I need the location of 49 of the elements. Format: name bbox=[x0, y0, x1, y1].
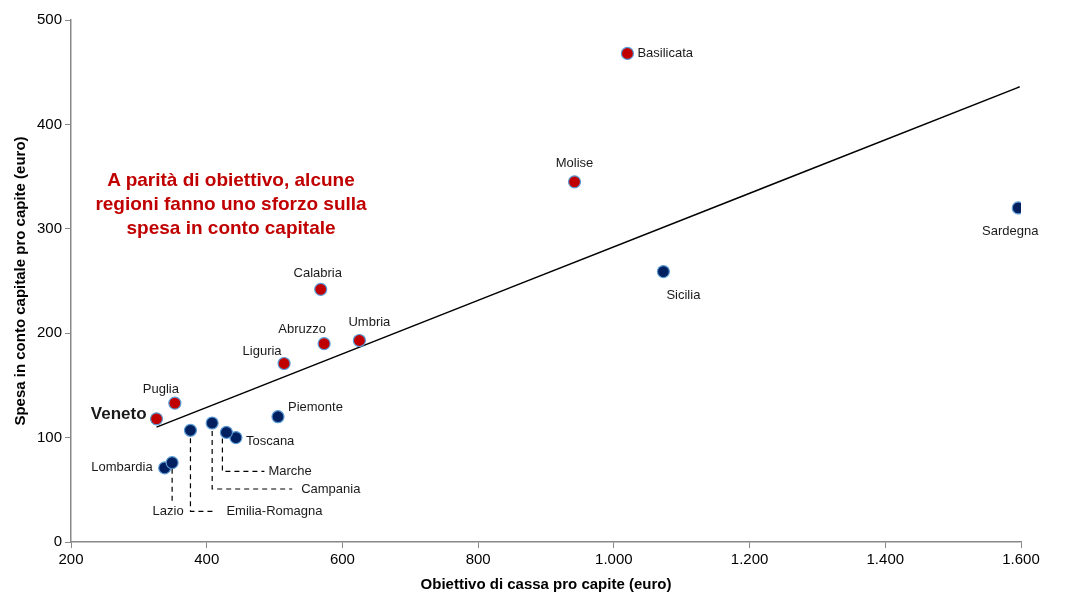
annotation: Basilicata bbox=[637, 44, 694, 60]
y-tick-label: 400 bbox=[37, 114, 63, 132]
point bbox=[314, 282, 328, 296]
annotation: Piemonte bbox=[287, 399, 343, 415]
x-tick-label: 400 bbox=[194, 550, 220, 568]
point bbox=[149, 412, 164, 426]
y-tick-label: 300 bbox=[37, 218, 63, 236]
annotation: Veneto bbox=[90, 404, 147, 424]
annotation: Marche bbox=[268, 462, 312, 478]
point bbox=[219, 425, 234, 439]
annotation: Toscana bbox=[245, 433, 296, 449]
point bbox=[317, 337, 331, 351]
point bbox=[567, 175, 582, 189]
x-tick-label: 1.000 bbox=[595, 550, 633, 568]
annotation: Campania bbox=[301, 480, 362, 496]
y-tick-label: 500 bbox=[37, 10, 63, 28]
point bbox=[656, 265, 670, 279]
point bbox=[352, 333, 367, 348]
annotation: Lombardia bbox=[91, 459, 154, 475]
x-tick-label: 600 bbox=[329, 550, 355, 568]
point bbox=[205, 416, 219, 430]
point bbox=[229, 431, 243, 445]
annotation: Umbria bbox=[348, 314, 392, 330]
x-tick-label: 200 bbox=[58, 550, 84, 568]
point bbox=[271, 410, 285, 424]
annotation: Sardegna bbox=[982, 223, 1040, 239]
point bbox=[277, 356, 291, 371]
x-tick-label: 1.200 bbox=[730, 550, 769, 568]
annotation: A parità di obiettivo, alcune regioni fanno uno sforzo sulla spesa in conto capitale bbox=[95, 169, 368, 239]
point bbox=[620, 46, 635, 61]
point bbox=[168, 396, 182, 410]
x-tick-label: 1.600 bbox=[1002, 550, 1040, 568]
point bbox=[183, 423, 198, 437]
y-tick-label: 200 bbox=[37, 323, 63, 341]
annotation: Sicilia bbox=[666, 287, 702, 303]
y-tick-label: 0 bbox=[53, 532, 63, 550]
annotation: Molise bbox=[555, 155, 594, 171]
annotation: Emilia-Romagna bbox=[226, 502, 324, 518]
annotation: Puglia bbox=[142, 380, 180, 396]
annotation: Abruzzo bbox=[278, 321, 326, 337]
annotation: Calabria bbox=[293, 264, 343, 280]
x-axis-title: Obiettivo di cassa pro capite (euro) bbox=[420, 575, 672, 593]
x-tick-label: 1.400 bbox=[866, 550, 905, 568]
annotation: Lazio bbox=[152, 503, 184, 519]
y-axis-title: Spesa in conto capitale pro capite (euro) bbox=[11, 136, 29, 426]
point bbox=[165, 456, 179, 470]
y-tick-label: 100 bbox=[37, 427, 63, 445]
x-tick-label: 800 bbox=[465, 550, 491, 568]
annotation: Liguria bbox=[242, 343, 283, 359]
